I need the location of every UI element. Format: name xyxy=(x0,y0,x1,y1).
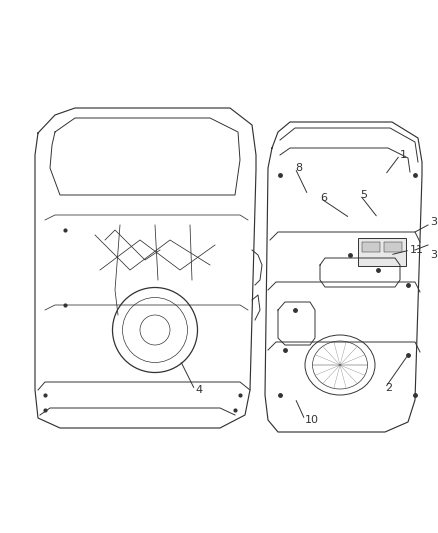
Bar xyxy=(384,242,402,252)
Bar xyxy=(362,242,380,252)
Text: 3: 3 xyxy=(430,250,437,260)
Text: 6: 6 xyxy=(320,193,327,203)
Text: 11: 11 xyxy=(410,245,424,255)
Text: 4: 4 xyxy=(195,385,202,395)
Bar xyxy=(358,238,406,266)
Text: 5: 5 xyxy=(360,190,367,200)
Text: 8: 8 xyxy=(295,163,302,173)
Text: 10: 10 xyxy=(305,415,319,425)
Text: 1: 1 xyxy=(400,150,407,160)
Text: 3: 3 xyxy=(430,217,437,227)
Text: 2: 2 xyxy=(385,383,392,393)
